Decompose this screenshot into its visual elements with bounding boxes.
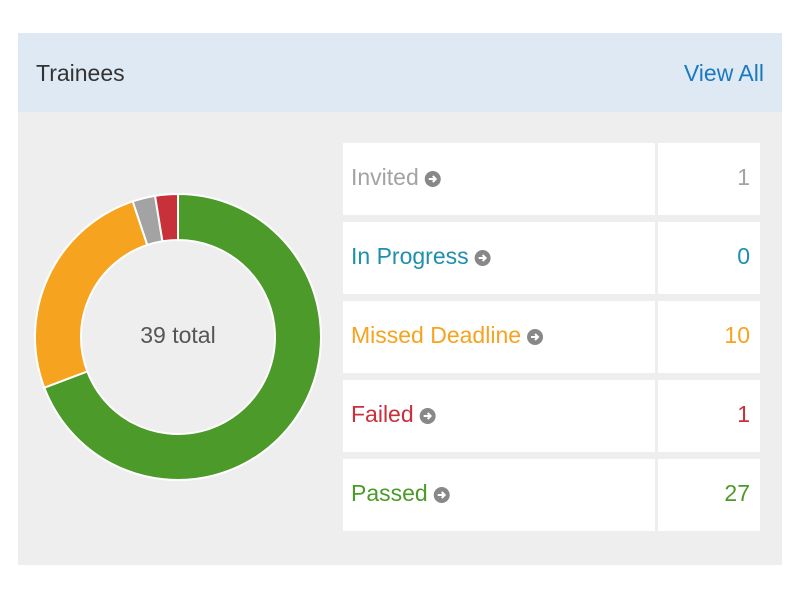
row-label-cell xyxy=(343,301,655,373)
row-value-cell xyxy=(658,301,760,373)
donut-segment xyxy=(153,192,179,243)
row-value: 1 xyxy=(737,401,750,427)
row-value: 1 xyxy=(737,164,750,190)
row-value: 27 xyxy=(724,480,750,506)
row-label-cell xyxy=(343,143,655,215)
arrow-glyph xyxy=(437,491,447,499)
row-label-cell xyxy=(343,380,655,452)
row-value-cell xyxy=(658,380,760,452)
center-label: 39 total xyxy=(140,322,215,348)
panel-header: Trainees View All xyxy=(18,33,782,112)
row-label[interactable]: Failed xyxy=(351,401,414,427)
donut-segment xyxy=(43,192,322,481)
view-all-link[interactable]: View All xyxy=(683,60,764,86)
row-value: 0 xyxy=(737,243,750,269)
row-value-cell xyxy=(658,143,760,215)
row-label-cell xyxy=(343,459,655,531)
row-label-cell xyxy=(343,222,655,294)
arrow-glyph xyxy=(423,412,433,420)
arrow-glyph xyxy=(478,254,488,262)
row-value-cell xyxy=(658,222,760,294)
row-label[interactable]: Passed xyxy=(351,480,428,506)
row-value: 10 xyxy=(724,322,750,348)
row-label[interactable]: Invited xyxy=(351,164,419,190)
row-label[interactable]: In Progress xyxy=(351,243,469,269)
donut-hole xyxy=(82,241,274,433)
panel-title: Trainees xyxy=(36,60,125,86)
arrow-glyph xyxy=(531,333,540,341)
row-value-cell xyxy=(658,459,760,531)
row-label[interactable]: Missed Deadline xyxy=(351,322,521,348)
arrow-glyph xyxy=(428,175,438,183)
